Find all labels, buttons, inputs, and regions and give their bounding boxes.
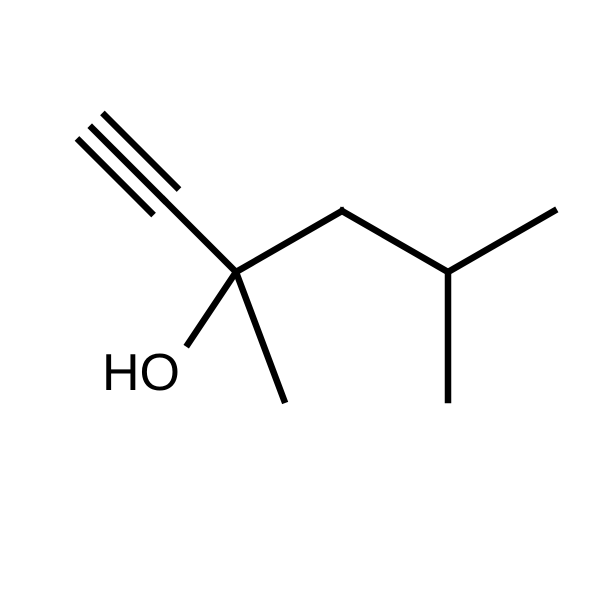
bond xyxy=(342,211,448,272)
bond xyxy=(236,211,342,272)
bond xyxy=(236,272,284,400)
bond xyxy=(448,211,554,272)
molecule-diagram: HO xyxy=(0,0,600,600)
bond xyxy=(164,200,236,272)
bond xyxy=(188,272,236,344)
labels-layer: HO xyxy=(102,344,180,402)
atom-label: HO xyxy=(102,344,180,402)
